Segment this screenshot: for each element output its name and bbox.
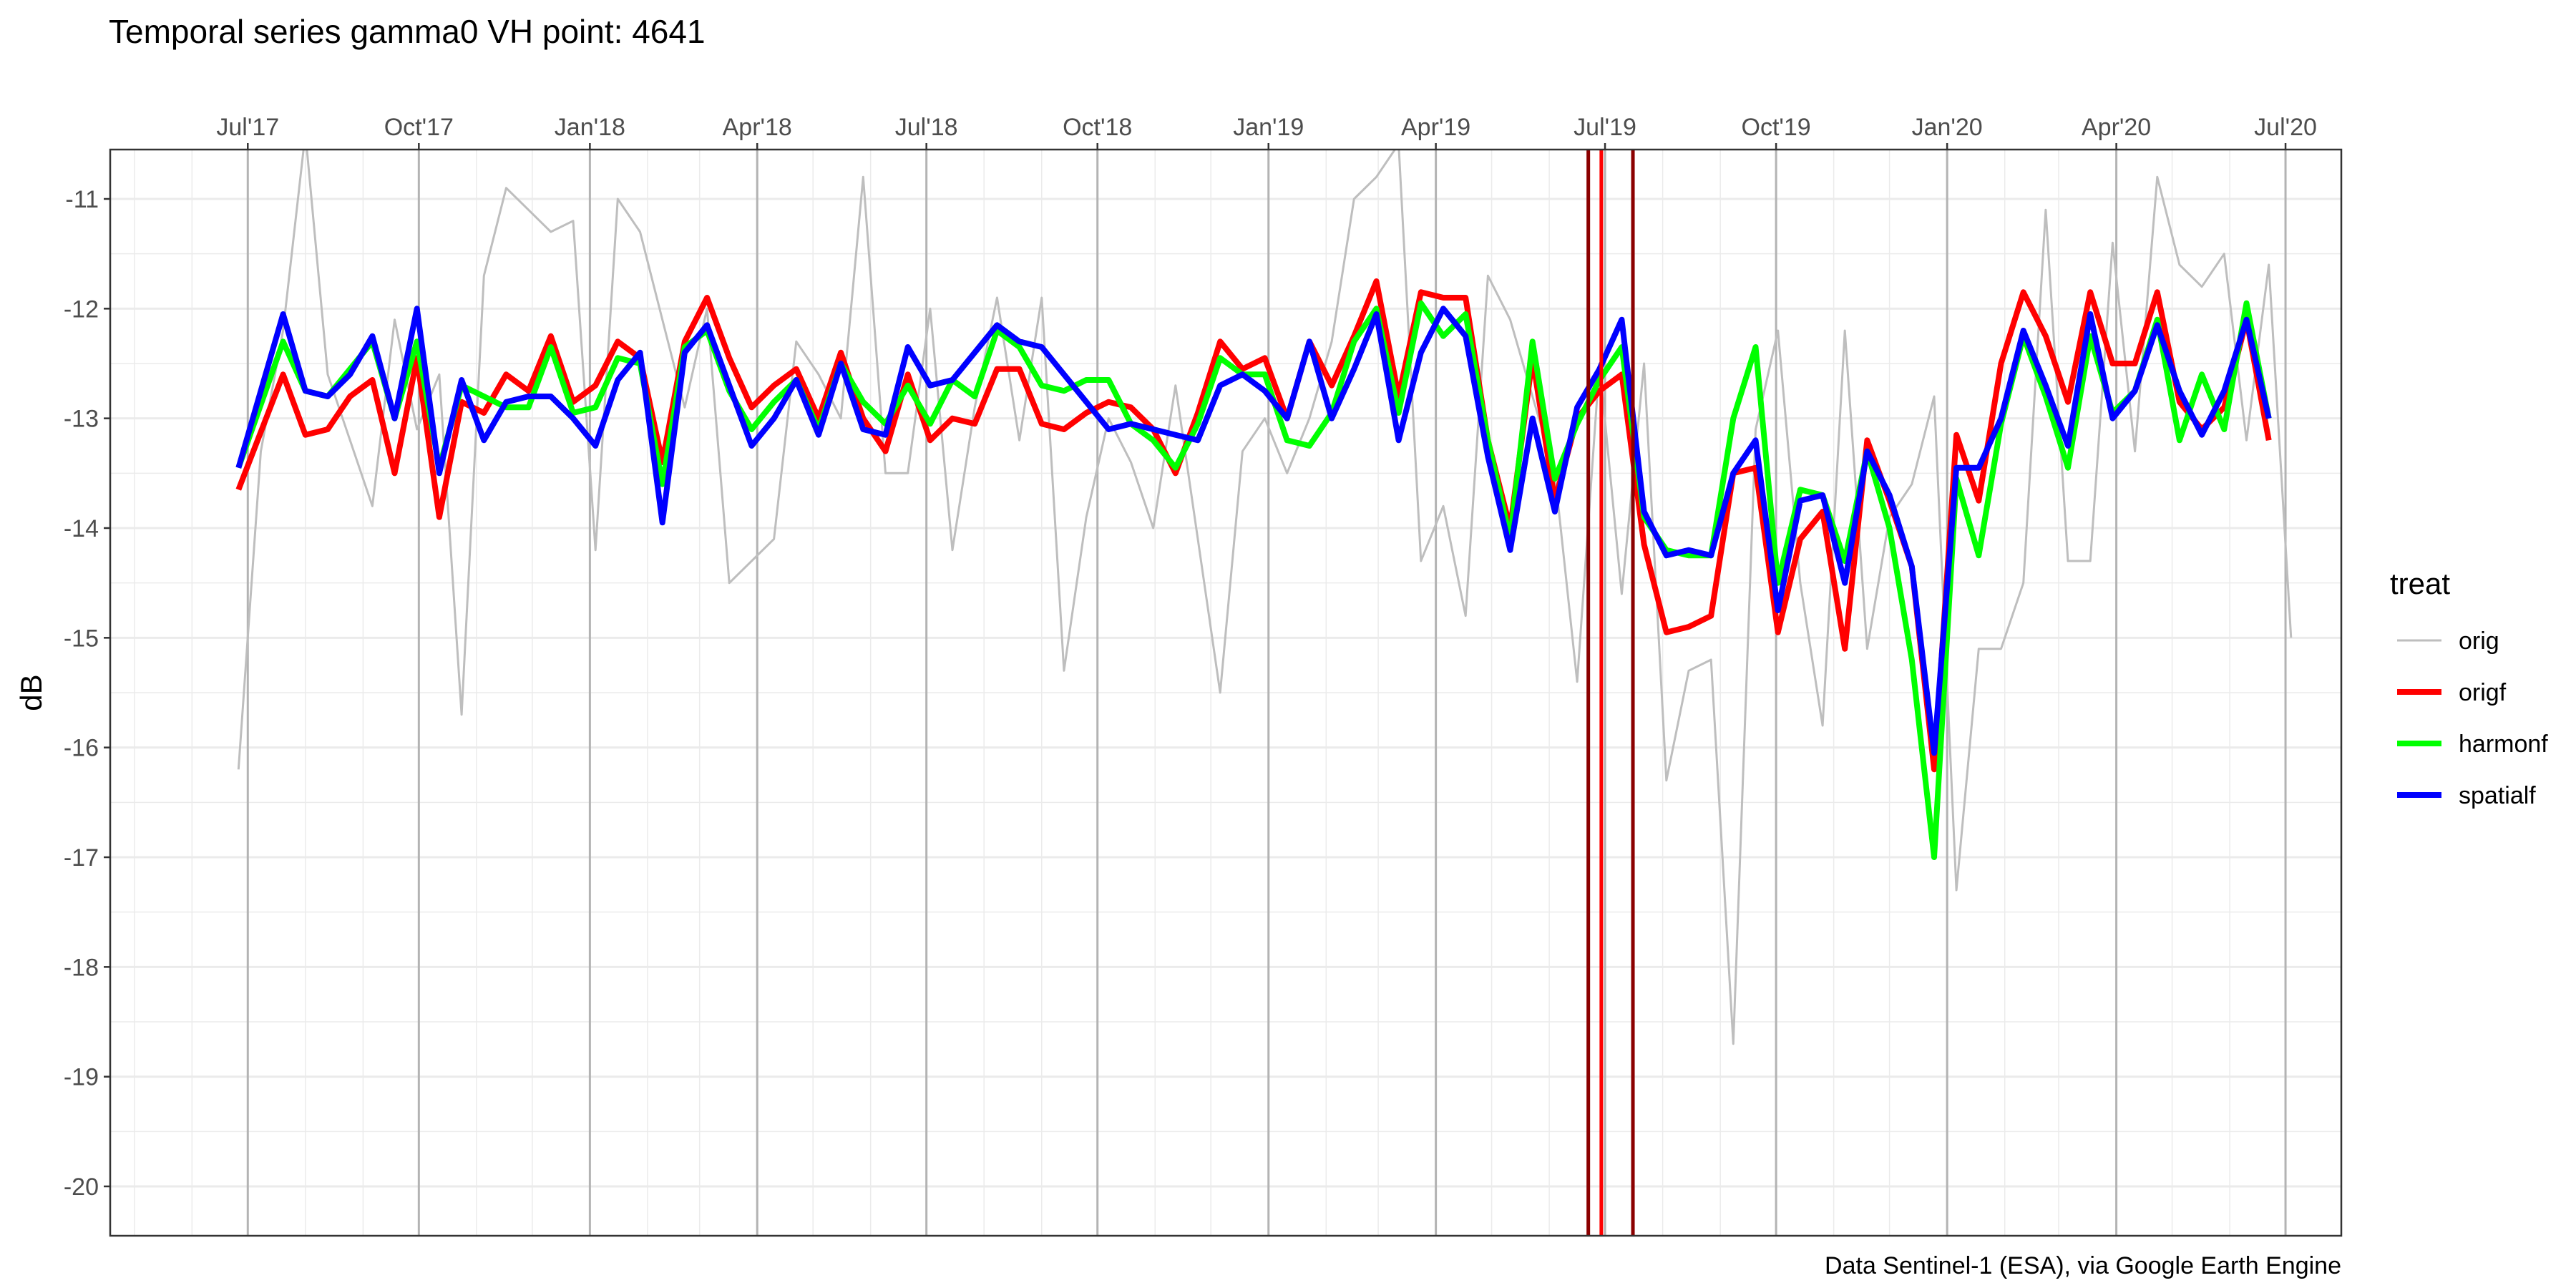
x-tick-label: Jul'19 — [1574, 114, 1636, 141]
legend-label-harmonf: harmonf — [2459, 731, 2548, 758]
y-tick-label: -11 — [65, 186, 99, 213]
series-line-orig — [237, 150, 2293, 1045]
legend-title: treat — [2390, 567, 2450, 600]
x-tick-label: Oct'17 — [384, 114, 454, 141]
x-tick-label: Apr'20 — [2082, 114, 2151, 141]
y-axis-title: dB — [14, 674, 48, 711]
x-tick-label: Jul'18 — [895, 114, 958, 141]
event-lines — [1586, 150, 1635, 1236]
plot-panel — [109, 148, 2343, 1237]
x-tick-label: Jan'18 — [555, 114, 625, 141]
x-axis-top: Jul'17 Oct'17 Jan'18 Apr'18 Jul'18 Oct'18 Jan'… — [216, 114, 2317, 150]
series-line-origf — [235, 278, 2272, 773]
legend-label-origf: origf — [2459, 679, 2507, 706]
chart-caption: Data Sentinel-1 (ESA), via Google Earth … — [1825, 1252, 2341, 1279]
x-tick-label: Jan'20 — [1912, 114, 1983, 141]
x-tick-label: Oct'18 — [1063, 114, 1132, 141]
y-axis: -11 -12 -13 -14 -15 -16 -17 -18 -19 -20 — [64, 186, 110, 1201]
y-tick-label: -12 — [64, 296, 99, 323]
legend-label-orig: orig — [2459, 628, 2499, 655]
x-tick-label: Jan'19 — [1233, 114, 1304, 141]
legend: treat orig origf harmonf spatialf — [2390, 567, 2548, 809]
panel-border — [109, 148, 2343, 1237]
x-tick-label: Apr'19 — [1401, 114, 1470, 141]
series-line-harmonf — [235, 300, 2272, 860]
y-tick-label: -15 — [64, 625, 99, 652]
y-tick-label: -13 — [64, 406, 99, 433]
y-tick-label: -16 — [64, 735, 99, 762]
series-line-spatialf — [235, 306, 2272, 756]
chart-title: Temporal series gamma0 VH point: 4641 — [109, 13, 706, 50]
series-layer — [235, 150, 2293, 1045]
y-tick-label: -19 — [64, 1064, 99, 1091]
y-tick-label: -14 — [64, 515, 99, 542]
legend-items: orig origf harmonf spatialf — [2397, 628, 2548, 809]
legend-label-spatialf: spatialf — [2459, 782, 2536, 809]
y-tick-label: -20 — [64, 1174, 99, 1201]
x-tick-label: Apr'18 — [723, 114, 792, 141]
x-tick-label: Oct'19 — [1742, 114, 1811, 141]
y-tick-label: -18 — [64, 954, 99, 981]
x-tick-label: Jul'17 — [216, 114, 279, 141]
y-tick-label: -17 — [64, 844, 99, 872]
x-tick-label: Jul'20 — [2254, 114, 2317, 141]
